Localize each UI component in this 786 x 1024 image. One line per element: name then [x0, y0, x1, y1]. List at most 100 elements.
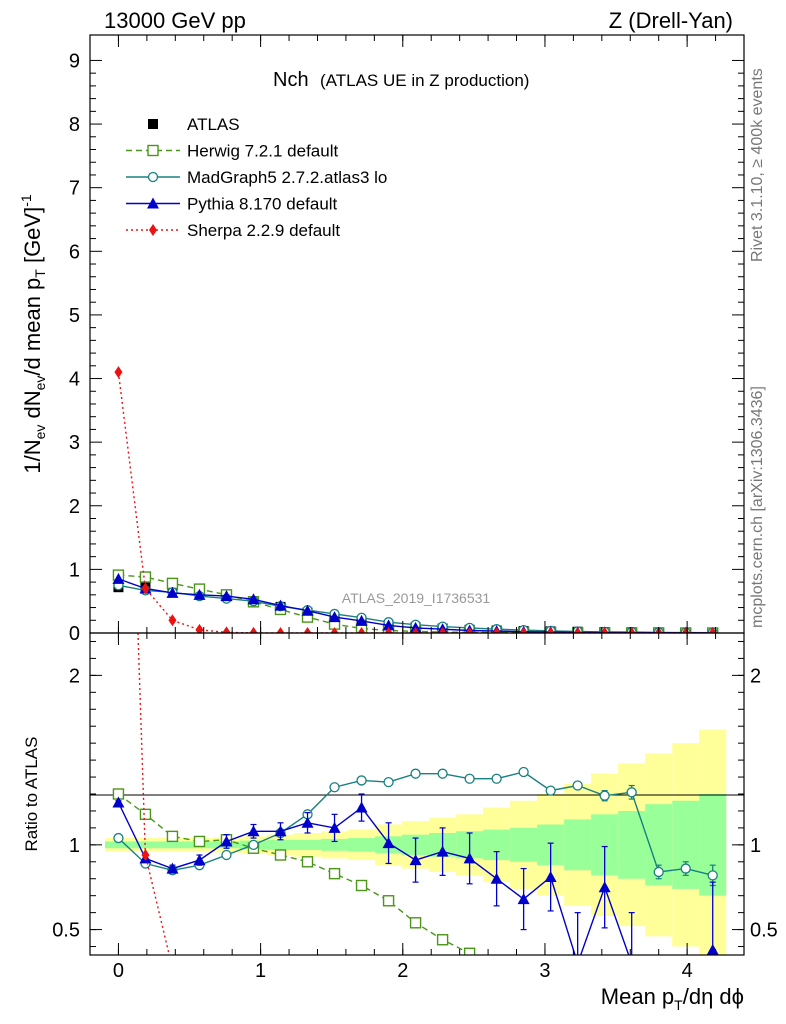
- legend-item-pythia: Pythia 8.170 default: [126, 195, 338, 214]
- data-point-pythia: [382, 837, 395, 849]
- data-point-sherpa: [411, 627, 420, 633]
- ratio-panel: 0.5 0.5 1 1 2 2 0 1 2 3 4 Ratio to ATLAS: [22, 35, 778, 982]
- legend-label-sherpa: Sherpa 2.2.9 default: [187, 221, 340, 240]
- series-sherpa-main: [114, 366, 717, 633]
- y-tick-label-main: 4: [69, 369, 80, 391]
- data-point-pythia: [544, 871, 557, 883]
- data-point-pythia: [409, 854, 422, 866]
- data-point-madgraph: [599, 790, 610, 801]
- data-point-herwig: [139, 571, 152, 583]
- data-point-sherpa: [114, 366, 123, 379]
- y-tick-label-main: 3: [69, 432, 80, 454]
- data-point-pythia: [463, 852, 476, 864]
- series-sherpa-ratio: [137, 633, 170, 955]
- series-line-sherpa: [117, 372, 713, 633]
- ratio-band-inner: [104, 841, 132, 849]
- legend-marker-sherpa: [149, 224, 157, 236]
- legend-item-herwig: Herwig 7.2.1 default: [126, 142, 338, 161]
- analysis-watermark: ATLAS_2019_I1736531: [342, 590, 491, 606]
- data-point-madgraph: [248, 839, 259, 850]
- data-point-sherpa: [492, 627, 501, 633]
- header-right: Z (Drell-Yan): [609, 8, 733, 33]
- x-tick-label: 0: [113, 960, 124, 982]
- data-point-madgraph: [545, 785, 556, 796]
- y-tick-label-ratio: 1: [69, 835, 80, 857]
- data-point-madgraph: [491, 773, 502, 784]
- data-point-pythia: [112, 796, 125, 808]
- ratio-band-inner: [618, 810, 646, 879]
- data-point-madgraph: [653, 866, 664, 878]
- data-point-pythia: [166, 586, 179, 598]
- rivet-label: Rivet 3.1.10, ≥ 400k events: [749, 68, 766, 262]
- data-point-sherpa: [141, 849, 150, 862]
- y-tick-label-ratio: 0.5: [52, 920, 80, 942]
- data-point-pythia: [301, 604, 314, 616]
- data-point-pythia: [220, 590, 233, 602]
- legend-item-sherpa: Sherpa 2.2.9 default: [126, 221, 340, 240]
- data-point-madgraph: [707, 870, 718, 881]
- header-left: 13000 GeV pp: [104, 8, 246, 33]
- data-point-madgraph: [680, 863, 691, 874]
- data-point-pythia: [328, 821, 341, 833]
- ratio-band-inner: [321, 838, 349, 851]
- data-point-pythia: [490, 872, 503, 884]
- data-point-herwig: [193, 835, 206, 848]
- data-point-sherpa: [573, 627, 582, 633]
- data-point-sherpa: [465, 627, 474, 633]
- data-point-sherpa: [141, 582, 150, 595]
- data-point-sherpa: [519, 627, 528, 633]
- data-point-madgraph: [572, 780, 583, 791]
- y-axis-label-main: 1/Nev dNev/d mean pT [GeV]-1: [18, 194, 48, 474]
- data-point-pythia: [301, 816, 314, 828]
- data-point-sherpa: [708, 627, 717, 633]
- data-point-sherpa: [195, 623, 204, 633]
- y-tick-label-ratio-right: 2: [750, 665, 761, 687]
- ratio-band-inner: [348, 838, 376, 852]
- y-tick-label-main: 6: [69, 241, 80, 263]
- x-tick-label: 2: [397, 960, 408, 982]
- y-tick-label-main: 9: [69, 50, 80, 72]
- legend-marker-pythia: [147, 197, 159, 209]
- data-point-herwig: [409, 917, 422, 929]
- legend-item-madgraph: MadGraph5 2.7.2.atlas3 lo: [126, 168, 387, 187]
- x-tick-label: 3: [539, 960, 550, 982]
- data-point-herwig: [166, 830, 179, 843]
- data-point-herwig: [463, 947, 476, 955]
- legend-label-herwig: Herwig 7.2.1 default: [187, 142, 338, 161]
- y-tick-label-ratio: 2: [69, 665, 80, 687]
- data-point-pythia: [382, 619, 395, 631]
- svg-text:Mean pT/dη dϕ: Mean pT/dη dϕ: [601, 984, 744, 1013]
- data-point-sherpa: [438, 627, 447, 633]
- data-point-pythia: [517, 893, 530, 905]
- data-point-sherpa: [384, 627, 393, 633]
- series-herwig-ratio: [112, 788, 476, 955]
- data-point-sherpa: [222, 626, 231, 633]
- data-point-sherpa: [627, 627, 636, 633]
- data-point-pythia: [247, 593, 260, 605]
- x-tick-label: 1: [255, 960, 266, 982]
- data-point-pythia: [193, 588, 206, 600]
- mcplots-label: mcplots.cern.ch [arXiv:1306.3436]: [749, 386, 766, 628]
- ratio-band-inner: [294, 839, 322, 850]
- data-point-herwig: [301, 856, 314, 868]
- y-tick-label-main: 2: [69, 496, 80, 518]
- data-point-sherpa: [276, 626, 285, 633]
- plot-title: Nch: [273, 69, 309, 91]
- data-point-herwig: [382, 895, 395, 907]
- legend-marker-atlas: [148, 119, 158, 129]
- data-point-madgraph: [464, 773, 475, 784]
- data-point-herwig: [274, 849, 287, 861]
- legend-label-madgraph: MadGraph5 2.7.2.atlas3 lo: [187, 168, 387, 187]
- y-tick-label-main: 8: [69, 114, 80, 136]
- y-axis-label-ratio: Ratio to ATLAS: [22, 737, 41, 852]
- data-point-madgraph: [221, 849, 232, 861]
- data-point-pythia: [274, 599, 287, 611]
- data-point-pythia: [355, 801, 368, 813]
- data-point-herwig: [355, 879, 368, 892]
- y-tick-label-main: 5: [69, 305, 80, 327]
- y-tick-label-ratio-right: 1: [750, 835, 761, 857]
- legend-item-atlas: ATLAS: [148, 115, 240, 134]
- legend-label-pythia: Pythia 8.170 default: [187, 195, 338, 214]
- y-tick-label-main: 0: [69, 623, 80, 645]
